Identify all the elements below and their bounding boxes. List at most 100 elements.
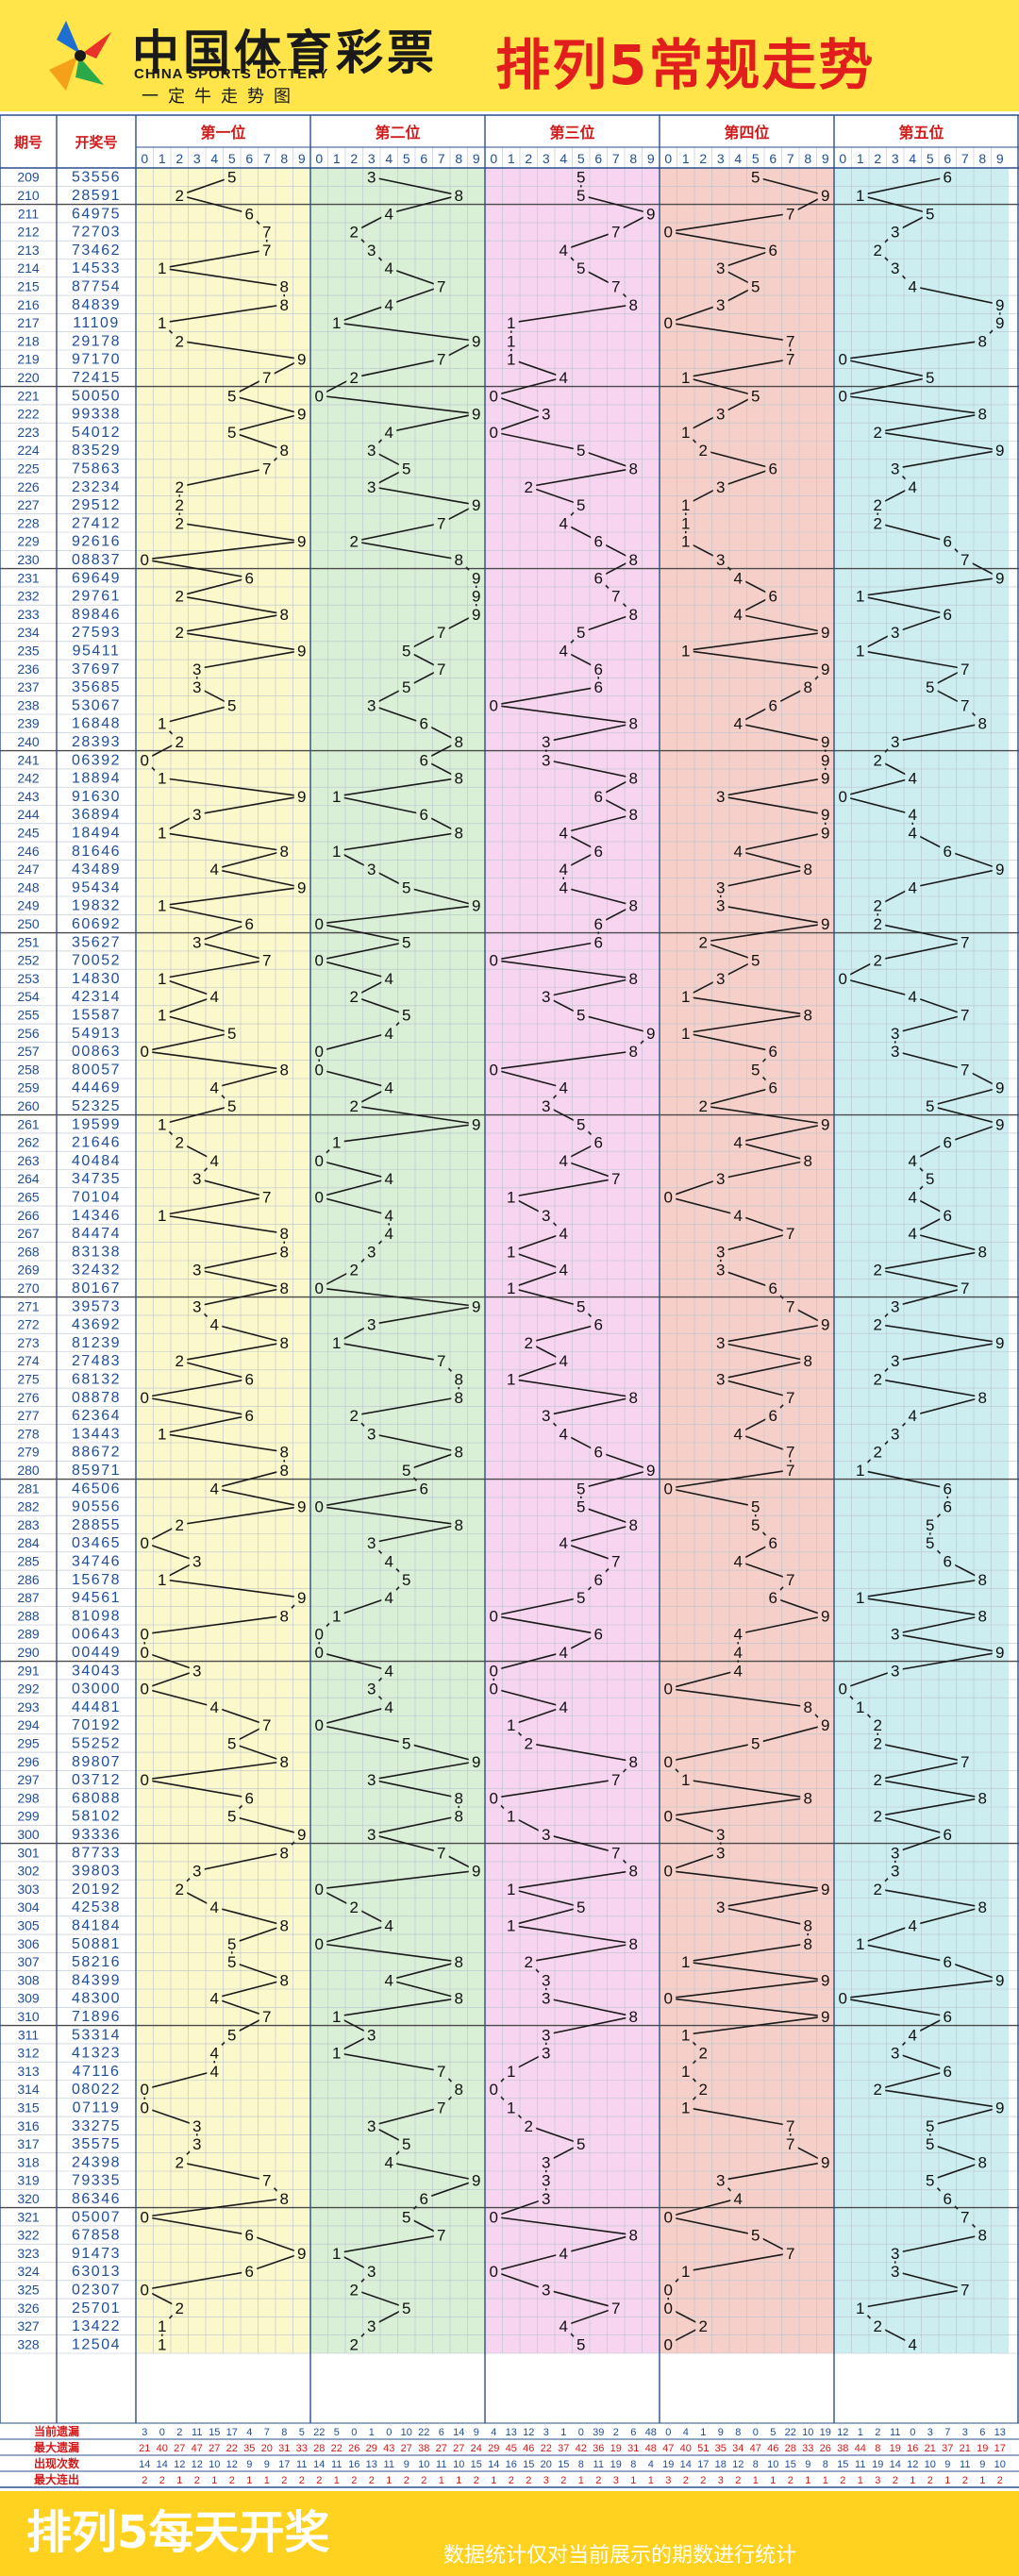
digit-mark-bg bbox=[922, 1097, 938, 1114]
digit-mark: 4 bbox=[560, 242, 568, 259]
digit-mark: 5 bbox=[402, 460, 410, 477]
digit-mark: 1 bbox=[856, 1935, 864, 1953]
digit-mark-bg bbox=[189, 1297, 205, 1314]
draw-number: 29512 bbox=[72, 497, 121, 513]
digit-mark: 3 bbox=[891, 624, 899, 642]
digit-mark-bg bbox=[293, 351, 309, 368]
period-label: 221 bbox=[17, 388, 40, 403]
digit-mark: 2 bbox=[699, 2081, 708, 2099]
digit-mark: 5 bbox=[402, 1734, 410, 1752]
digit-mark: 8 bbox=[280, 843, 289, 861]
digit-mark: 5 bbox=[576, 187, 585, 205]
draw-number: 24398 bbox=[72, 2154, 121, 2170]
digit-mark: 2 bbox=[525, 1953, 533, 1971]
stats-value: 2 bbox=[875, 2427, 880, 2438]
digit-mark: 0 bbox=[315, 1061, 324, 1079]
digit-mark-bg bbox=[922, 1516, 938, 1533]
digit-mark: 8 bbox=[629, 2227, 638, 2245]
digit-mark-bg bbox=[189, 1552, 205, 1569]
stats-value: 47 bbox=[750, 2443, 761, 2454]
digit-mark: 3 bbox=[367, 1534, 376, 1552]
digit-mark-bg bbox=[363, 2317, 379, 2334]
digit-mark-bg bbox=[259, 242, 275, 259]
digit-mark-bg bbox=[677, 1025, 693, 1042]
digit-mark-bg bbox=[468, 1863, 484, 1880]
digit-mark: 1 bbox=[332, 788, 341, 806]
digit-mark: 1 bbox=[332, 2008, 341, 2026]
digit-mark-bg bbox=[905, 806, 921, 823]
digit-mark-bg bbox=[207, 1698, 223, 1715]
digit-mark: 5 bbox=[926, 1097, 934, 1115]
digit-mark: 0 bbox=[141, 1389, 149, 1407]
position-header: 第三位 bbox=[549, 124, 594, 142]
digit-mark-bg bbox=[154, 2317, 170, 2334]
digit-mark-bg bbox=[573, 259, 589, 276]
digit-mark-bg bbox=[172, 733, 188, 750]
digit-mark: 7 bbox=[611, 1552, 620, 1570]
digit-mark: 8 bbox=[455, 1789, 463, 1807]
digit-mark-bg bbox=[503, 2063, 519, 2080]
digit-mark-bg bbox=[887, 1297, 903, 1314]
digit-mark: 7 bbox=[786, 1225, 794, 1243]
digit-mark: 8 bbox=[804, 1352, 812, 1370]
digit-mark-bg bbox=[538, 751, 554, 768]
digit-mark: 9 bbox=[472, 588, 480, 606]
digit-mark: 1 bbox=[158, 2317, 166, 2335]
stats-value: 1 bbox=[456, 2475, 461, 2486]
period-label: 230 bbox=[17, 552, 40, 567]
digit-mark-bg bbox=[573, 187, 589, 204]
digit-mark: 3 bbox=[367, 242, 376, 259]
digit-mark-bg bbox=[922, 2172, 938, 2189]
period-label: 233 bbox=[17, 607, 40, 622]
digit-mark-bg bbox=[940, 1826, 956, 1843]
digit-mark: 3 bbox=[192, 1170, 201, 1188]
digit-mark: 7 bbox=[786, 1297, 794, 1315]
draw-number: 91630 bbox=[72, 789, 121, 805]
digit-mark: 5 bbox=[227, 424, 236, 442]
draw-number: 68088 bbox=[72, 1790, 121, 1806]
draw-number: 60692 bbox=[72, 916, 121, 932]
digit-mark: 1 bbox=[681, 2026, 690, 2044]
digit-mark: 1 bbox=[332, 1134, 341, 1152]
period-label: 290 bbox=[17, 1645, 40, 1660]
digit-mark: 7 bbox=[786, 1571, 794, 1589]
digit-mark: 6 bbox=[944, 843, 952, 861]
digit-mark-bg bbox=[293, 533, 309, 550]
period-label: 312 bbox=[17, 2046, 40, 2061]
stats-value: 10 bbox=[925, 2459, 936, 2470]
digit-header: 9 bbox=[822, 151, 829, 166]
digit-mark: 0 bbox=[490, 387, 498, 405]
stats-value: 2 bbox=[176, 2427, 182, 2438]
digit-mark: 6 bbox=[245, 915, 254, 933]
digit-mark-bg bbox=[311, 1043, 327, 1060]
stats-value: 11 bbox=[960, 2459, 970, 2470]
digit-header: 0 bbox=[664, 151, 672, 166]
digit-mark: 2 bbox=[175, 1352, 184, 1370]
digit-mark: 2 bbox=[175, 2153, 184, 2171]
digit-mark-bg bbox=[712, 897, 728, 914]
draw-number: 03712 bbox=[72, 1772, 121, 1788]
digit-mark-bg bbox=[154, 259, 170, 276]
period-label: 252 bbox=[17, 953, 40, 968]
stats-value: 9 bbox=[264, 2459, 270, 2470]
stats-label: 最大遗漏 bbox=[34, 2440, 79, 2454]
stats-value: 7 bbox=[264, 2427, 270, 2438]
digit-mark: 1 bbox=[681, 988, 690, 1006]
digit-mark: 2 bbox=[350, 2281, 359, 2299]
digit-header: 6 bbox=[594, 151, 602, 166]
period-label: 269 bbox=[17, 1263, 40, 1278]
digit-mark: 6 bbox=[245, 1789, 254, 1807]
digit-mark-bg bbox=[154, 1006, 170, 1023]
digit-mark-bg bbox=[137, 2281, 153, 2298]
stats-value: 8 bbox=[875, 2443, 880, 2454]
digit-mark-bg bbox=[259, 2172, 275, 2189]
digit-mark: 3 bbox=[716, 970, 725, 988]
digit-mark-bg bbox=[224, 169, 240, 186]
digit-mark-bg bbox=[311, 1498, 327, 1515]
digit-mark-bg bbox=[870, 2317, 886, 2334]
digit-mark: 0 bbox=[490, 696, 498, 714]
digit-mark: 6 bbox=[245, 205, 254, 223]
stats-value: 1 bbox=[334, 2475, 340, 2486]
digit-mark-bg bbox=[311, 1152, 327, 1169]
digit-mark: 2 bbox=[350, 1262, 359, 1280]
